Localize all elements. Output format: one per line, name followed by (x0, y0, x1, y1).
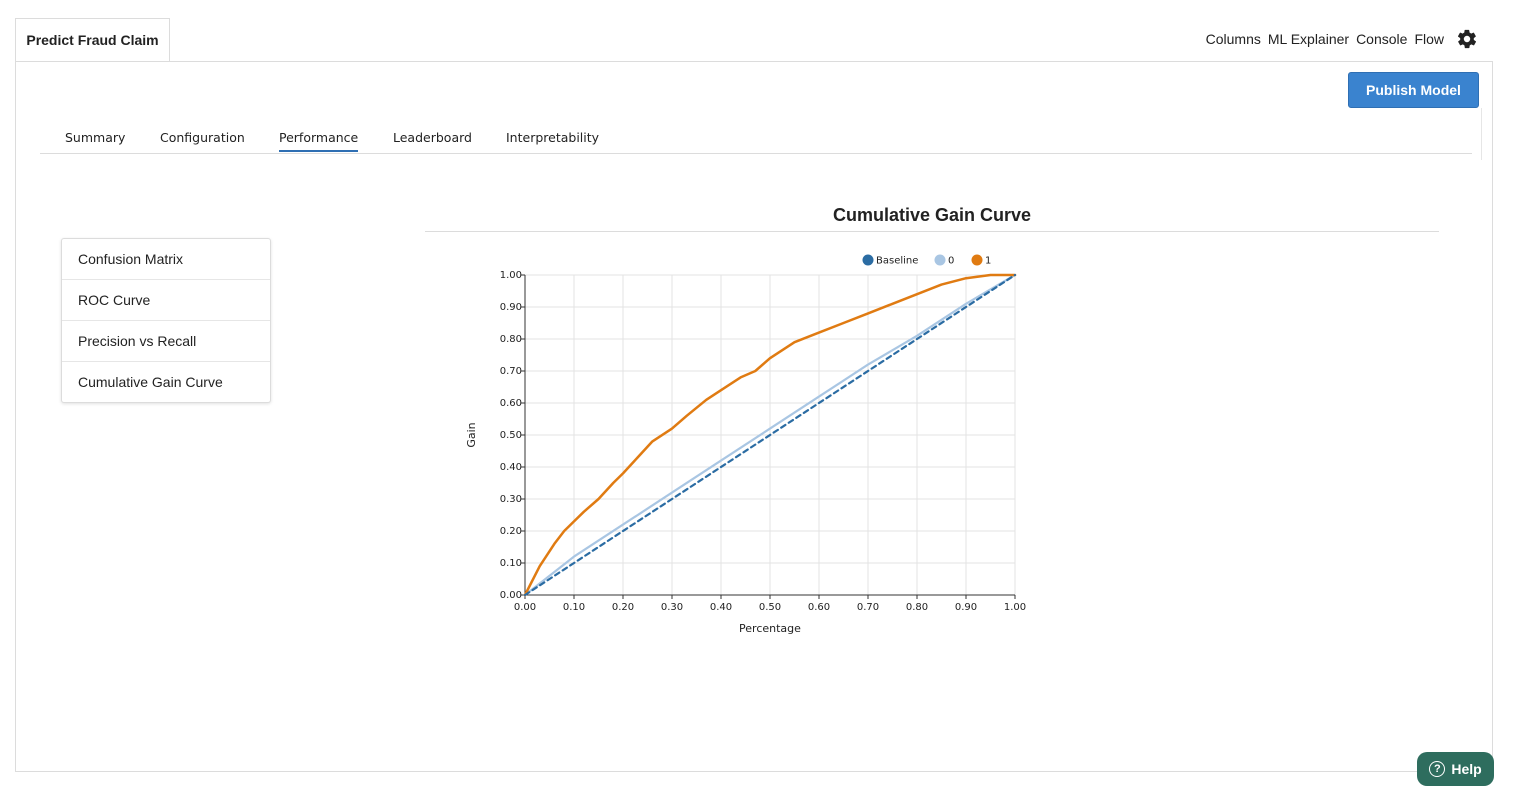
y-tick-label: 1.00 (500, 270, 522, 281)
x-tick-label: 0.40 (710, 602, 732, 613)
y-tick-label: 0.50 (500, 430, 522, 441)
panel-divider (1481, 108, 1482, 160)
series-line-baseline (523, 273, 1017, 597)
chart-title-divider (425, 231, 1439, 232)
legend-label-1: 1 (985, 256, 991, 267)
y-tick-label: 0.10 (500, 558, 522, 569)
nav-flow[interactable]: Flow (1414, 31, 1444, 47)
y-axis-label: Gain (465, 422, 478, 447)
question-circle-icon: ? (1429, 761, 1446, 777)
y-tick-label: 0.30 (500, 494, 522, 505)
document-tab-label: Predict Fraud Claim (26, 32, 159, 48)
series-line-1 (523, 273, 1017, 597)
metric-confusion-matrix[interactable]: Confusion Matrix (62, 239, 270, 280)
subtab-bar: Summary Configuration Performance Leader… (40, 126, 1472, 154)
x-axis-label: Percentage (739, 622, 801, 635)
y-tick-label: 0.60 (500, 398, 522, 409)
x-tick-label: 0.30 (661, 602, 683, 613)
top-navigation: Columns ML Explainer Console Flow (1206, 27, 1479, 51)
tab-configuration[interactable]: Configuration (160, 130, 245, 145)
publish-model-label: Publish Model (1366, 82, 1461, 98)
main-panel (15, 61, 1493, 772)
tab-performance[interactable]: Performance (279, 130, 359, 152)
y-tick-label: 0.00 (500, 590, 522, 601)
help-label: Help (1451, 761, 1482, 777)
legend-swatch-baseline (862, 254, 874, 266)
legend-label-baseline: Baseline (876, 256, 918, 267)
document-tab[interactable]: Predict Fraud Claim (15, 18, 170, 61)
x-tick-label: 0.60 (808, 602, 830, 613)
x-tick-label: 1.00 (1004, 602, 1026, 613)
y-tick-label: 0.90 (500, 302, 522, 313)
metric-cumulative-gain-curve[interactable]: Cumulative Gain Curve (78, 374, 223, 390)
legend-swatch-1 (971, 254, 983, 266)
x-tick-label: 0.10 (563, 602, 585, 613)
nav-ml-explainer[interactable]: ML Explainer (1267, 31, 1350, 47)
y-tick-label: 0.70 (500, 366, 522, 377)
legend-swatch-0 (934, 254, 946, 266)
help-button[interactable]: ? Help (1417, 752, 1494, 786)
metric-roc-curve[interactable]: ROC Curve (62, 280, 270, 321)
metric-list: Confusion Matrix ROC Curve Precision vs … (61, 238, 271, 403)
metric-precision-vs-recall[interactable]: Precision vs Recall (62, 321, 270, 362)
x-tick-label: 0.00 (514, 602, 536, 613)
gear-icon[interactable] (1455, 27, 1479, 51)
nav-console[interactable]: Console (1356, 31, 1408, 47)
tab-interpretability[interactable]: Interpretability (506, 130, 600, 145)
x-tick-label: 0.80 (906, 602, 928, 613)
y-tick-label: 0.80 (500, 334, 522, 345)
x-tick-label: 0.90 (955, 602, 977, 613)
x-tick-label: 0.70 (857, 602, 879, 613)
series-line-0 (523, 273, 1017, 597)
x-tick-label: 0.20 (612, 602, 634, 613)
cumulative-gain-chart: 0.00 0.10 0.20 0.30 0.40 0.50 0.60 0.70 0.80 0.90… (465, 254, 1026, 635)
publish-model-button[interactable]: Publish Model (1348, 72, 1479, 108)
tab-summary[interactable]: Summary (65, 130, 126, 145)
y-tick-label: 0.40 (500, 462, 522, 473)
tab-leaderboard[interactable]: Leaderboard (393, 130, 472, 145)
x-tick-label: 0.50 (759, 602, 781, 613)
chart-title: Cumulative Gain Curve (832, 205, 1032, 225)
y-tick-label: 0.20 (500, 526, 522, 537)
legend-label-0: 0 (948, 256, 954, 267)
nav-columns[interactable]: Columns (1205, 31, 1261, 47)
